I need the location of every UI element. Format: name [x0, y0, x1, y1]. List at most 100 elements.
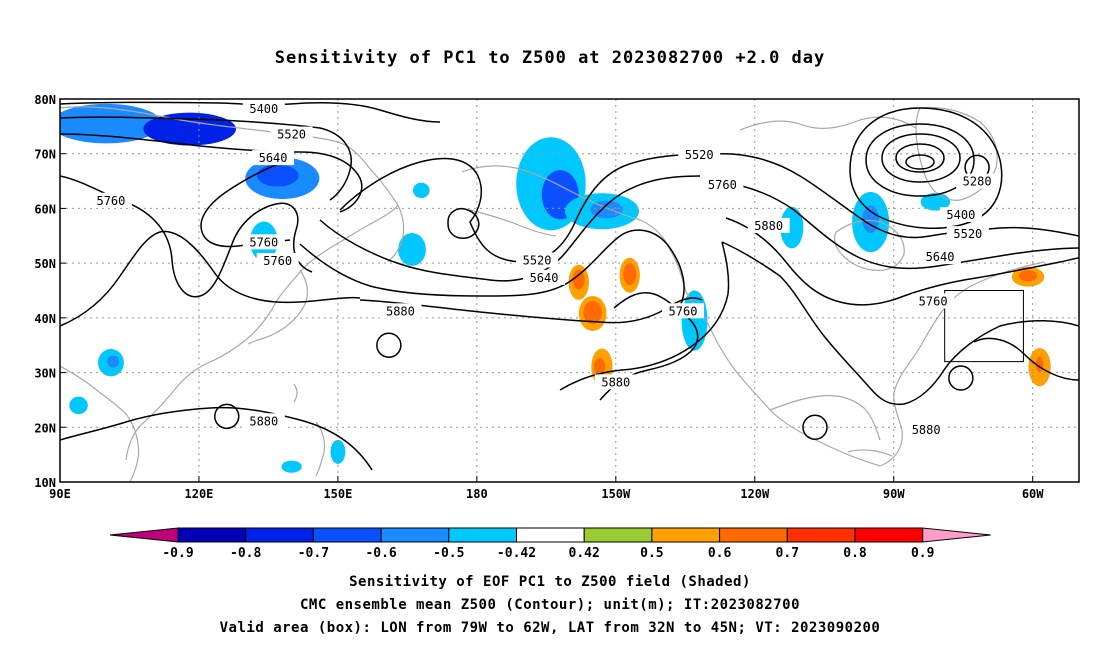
coastline-taiwan [293, 383, 298, 403]
footer-line-2: CMC ensemble mean Z500 (Contour); unit(m… [299, 597, 800, 613]
closed-contour-center [948, 365, 974, 391]
chart-title: Sensitivity of PC1 to Z500 at 2023082700… [274, 48, 826, 68]
coastline-north-america-west [685, 291, 881, 467]
contour-label: 5760 [263, 254, 292, 268]
contour-5880-na [721, 241, 1079, 406]
colorbar-bin [786, 527, 856, 543]
sensitivity-patch [572, 269, 585, 290]
contour-5880-east [559, 241, 730, 391]
contour-label: 5760 [919, 294, 948, 308]
lat-tick-label: 10N [34, 476, 56, 490]
contour-label: 5880 [912, 423, 941, 437]
contour-label-bg [747, 217, 790, 233]
coastline-east-asia [125, 204, 399, 461]
longitude-labels: 90E 120E 150E 180 150W 120W 90W 60W [49, 476, 1044, 501]
contour-label-bg [379, 303, 422, 319]
contour-5640-pacific [319, 175, 701, 282]
contour-label: 5760 [708, 178, 737, 192]
contour-label: 5880 [249, 414, 278, 428]
colorbar-bin [854, 527, 924, 543]
contour-label-bg [905, 422, 948, 438]
coastline-arctic-archipelago [739, 116, 917, 131]
contour-5760-na [725, 217, 1079, 306]
colorbar-bin [651, 527, 721, 543]
lon-tick-label: 180 [466, 487, 488, 501]
colorbar-level-label: -0.42 [497, 546, 536, 561]
lat-tick-label: 30N [34, 367, 56, 381]
contour-label: 5880 [386, 304, 415, 318]
contour-label-bg [270, 126, 313, 142]
contour-5640-loop-aleutian [447, 208, 480, 239]
sensitivity-patch [281, 460, 302, 473]
contour-label: 5640 [259, 151, 288, 165]
contour-label-bg [946, 226, 989, 242]
colorbar-bin [448, 527, 517, 543]
colorbar-above-arrow [922, 527, 991, 543]
lat-tick-label: 40N [34, 312, 56, 326]
contour-label-bg [701, 176, 744, 192]
contour-label: 5400 [946, 208, 975, 222]
colorbar-level-label: 0.9 [911, 546, 934, 561]
lat-tick-label: 70N [34, 148, 56, 162]
contour-label-bg [919, 249, 962, 265]
contour-label: 5760 [669, 304, 698, 318]
contour-5880-na-south [973, 337, 1079, 381]
contour-label-bg [661, 303, 704, 319]
sensitivity-patch [1018, 270, 1038, 282]
contour-label-bg [956, 173, 999, 189]
contour-label-bg [242, 234, 285, 250]
colorbar-bin [583, 527, 653, 543]
colorbar-level-label: -0.8 [230, 546, 261, 561]
lon-tick-label: 150W [601, 487, 631, 501]
contour-label: 5640 [926, 250, 955, 264]
contour-low-ring-1 [865, 123, 975, 197]
contour-label: 5520 [523, 253, 552, 267]
closed-contour-center [213, 403, 240, 430]
sensitivity-patch [594, 358, 606, 376]
sensitivity-patch [330, 439, 346, 464]
contour-label-bg [252, 150, 295, 166]
contour-label-bg [939, 206, 982, 222]
contour-labels: 5400 5520 5640 5760 5760 5760 5880 5880 5520 5640… [89, 100, 999, 438]
colorbar-bin [516, 527, 585, 543]
sensitivity-shading [60, 103, 1051, 473]
footer-line-1: Sensitivity of EOF PC1 to Z500 field (Sh… [349, 574, 751, 590]
contour-low-ring-outer [849, 107, 1003, 229]
coastline-cuba [847, 449, 893, 457]
contour-5760-pacific [299, 229, 685, 307]
contour-label: 5400 [249, 102, 278, 116]
lat-tick-label: 60N [34, 202, 56, 216]
lon-tick-label: 90E [49, 487, 71, 501]
coastline-north-america-east [879, 261, 1045, 467]
colorbar: -0.9 -0.8 -0.7 -0.6 -0.5 -0.42 0.42 0.5 0.6 0.7 0.… [109, 527, 991, 561]
lon-tick-label: 120E [185, 487, 214, 501]
contour-label: 5520 [685, 148, 714, 162]
contour-label: 5640 [530, 271, 559, 285]
lon-tick-label: 120W [740, 487, 770, 501]
lon-tick-label: 60W [1022, 487, 1044, 501]
contour-label-bg [523, 269, 566, 285]
coastline-japan [247, 269, 309, 345]
colorbar-below-arrow [109, 527, 179, 543]
colorbar-bin [245, 527, 314, 543]
map-frame [59, 98, 1080, 483]
colorbar-bin [380, 527, 450, 543]
sensitivity-patch [412, 182, 430, 199]
valid-area-rect [944, 290, 1024, 363]
contour-label-bg [256, 252, 299, 268]
contour-label-bg [242, 413, 285, 429]
colorbar-bin [177, 527, 247, 543]
contour-low-ring-2 [881, 133, 961, 183]
contour-5640-na [721, 181, 1079, 270]
colorbar-level-label: 0.8 [843, 546, 867, 561]
coastline-gulf-of-mexico [769, 394, 881, 441]
contour-label: 5880 [601, 375, 630, 389]
contour-label-bg [678, 146, 721, 162]
coastline-philippines [315, 421, 326, 477]
contour-label-bg [242, 100, 285, 116]
contour-label-bg [516, 252, 559, 268]
contour-low-ring-3 [895, 143, 945, 173]
latitude-labels: 80N 70N 60N 50N 40N 30N 20N 10N [34, 93, 66, 490]
sensitivity-patch [398, 233, 426, 266]
sensitivity-patch [69, 396, 88, 415]
